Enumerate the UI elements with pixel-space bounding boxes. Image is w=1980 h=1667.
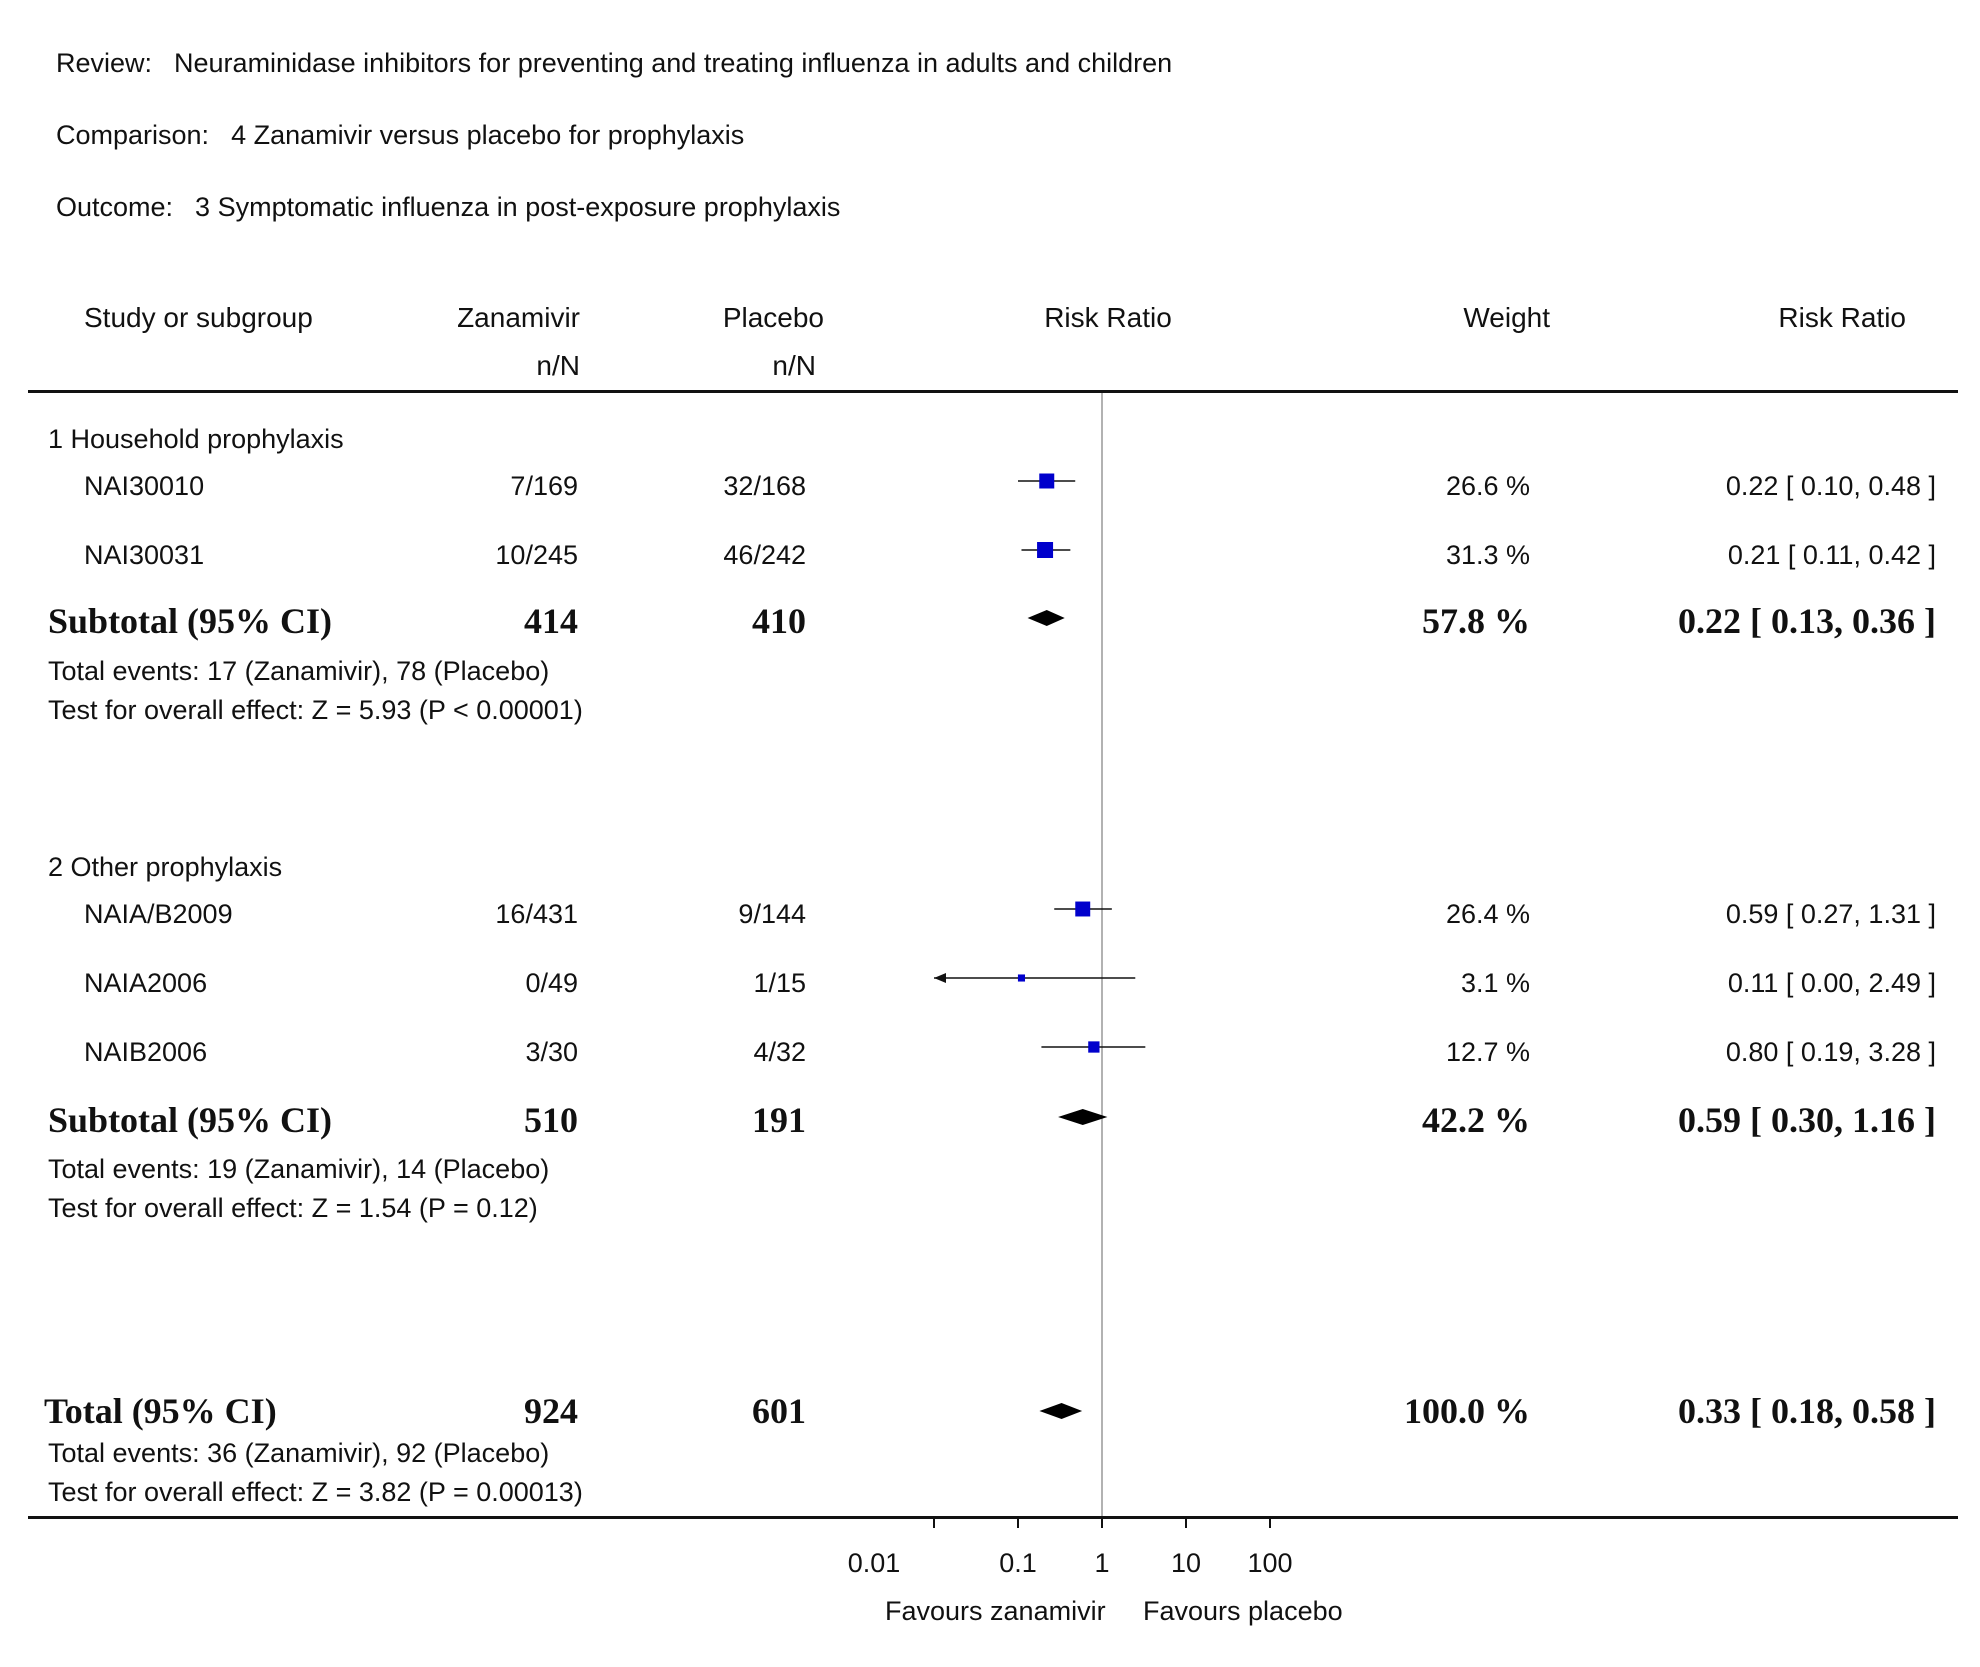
tick-label: 1 bbox=[1094, 1548, 1110, 1578]
treatment-count: 0/49 bbox=[525, 968, 578, 998]
weight-value: 3.1 % bbox=[1460, 968, 1530, 998]
col-plot-header: Risk Ratio bbox=[1044, 302, 1172, 333]
subtotal-effect: 0.59 [ 0.30, 1.16 ] bbox=[1678, 1100, 1936, 1140]
subtotal-treatment: 414 bbox=[524, 601, 578, 641]
col-control-subheader: n/N bbox=[772, 350, 816, 381]
effect-value: 0.80 [ 0.19, 3.28 ] bbox=[1725, 1037, 1936, 1067]
subtotal-label: Subtotal (95% CI) bbox=[48, 1100, 333, 1140]
control-count: 32/168 bbox=[723, 471, 806, 501]
study-name: NAIB2006 bbox=[84, 1037, 208, 1067]
review-text: Neuraminidase inhibitors for preventing … bbox=[174, 48, 1173, 78]
subtotal-control: 410 bbox=[752, 601, 806, 641]
control-count: 1/15 bbox=[753, 968, 806, 998]
total-effect: 0.33 [ 0.18, 0.58 ] bbox=[1678, 1391, 1936, 1431]
control-count: 9/144 bbox=[738, 899, 806, 929]
control-count: 46/242 bbox=[723, 540, 806, 570]
treatment-count: 7/169 bbox=[510, 471, 578, 501]
total-events-text: Total events: 17 (Zanamivir), 78 (Placeb… bbox=[48, 656, 550, 686]
summary-diamond bbox=[1027, 610, 1065, 626]
weight-value: 26.4 % bbox=[1445, 899, 1530, 929]
treatment-count: 16/431 bbox=[495, 899, 578, 929]
tick-label: 0.1 bbox=[999, 1548, 1037, 1578]
group-title: 2 Other prophylaxis bbox=[48, 852, 283, 882]
study-marker bbox=[1037, 542, 1054, 558]
group-title: 1 Household prophylaxis bbox=[48, 424, 344, 454]
comparison-label: Comparison: bbox=[56, 120, 210, 150]
study-name: NAI30031 bbox=[84, 540, 205, 570]
overall-effect-text: Test for overall effect: Z = 5.93 (P < 0… bbox=[48, 695, 583, 725]
effect-value: 0.59 [ 0.27, 1.31 ] bbox=[1725, 899, 1936, 929]
study-marker bbox=[1088, 1041, 1100, 1053]
favours-right-label: Favours placebo bbox=[1143, 1596, 1343, 1626]
effect-value: 0.11 [ 0.00, 2.49 ] bbox=[1727, 968, 1936, 998]
study-name: NAIA/B2009 bbox=[84, 899, 233, 929]
tick-label: 10 bbox=[1170, 1548, 1202, 1578]
favours-left-label: Favours zanamivir bbox=[885, 1596, 1106, 1626]
outcome-line: Outcome: 3 Symptomatic influenza in post-… bbox=[56, 192, 840, 223]
col-effect-header: Risk Ratio bbox=[1778, 302, 1906, 333]
treatment-count: 10/245 bbox=[495, 540, 578, 570]
subtotal-effect: 0.22 [ 0.13, 0.36 ] bbox=[1678, 601, 1936, 641]
review-line: Review: Neuraminidase inhibitors for prev… bbox=[56, 48, 1172, 79]
col-study-header: Study or subgroup bbox=[84, 302, 313, 333]
tick-label: 0.01 bbox=[847, 1548, 901, 1578]
col-treatment-header: Zanamivir bbox=[457, 302, 580, 333]
tick-label: 100 bbox=[1247, 1548, 1293, 1578]
col-treatment-subheader: n/N bbox=[536, 350, 580, 381]
subtotal-control: 191 bbox=[752, 1100, 806, 1140]
review-label: Review: bbox=[56, 48, 153, 78]
study-name: NAIA2006 bbox=[84, 968, 208, 998]
weight-value: 12.7 % bbox=[1445, 1037, 1530, 1067]
total-label: Total (95% CI) bbox=[44, 1391, 277, 1431]
total-treatment: 924 bbox=[524, 1391, 578, 1431]
outcome-text: 3 Symptomatic influenza in post-exposure… bbox=[195, 192, 841, 222]
subtotal-weight: 42.2 % bbox=[1422, 1100, 1530, 1140]
total-control: 601 bbox=[752, 1391, 806, 1431]
effect-value: 0.21 [ 0.11, 0.42 ] bbox=[1727, 540, 1936, 570]
subtotal-treatment: 510 bbox=[524, 1100, 578, 1140]
treatment-count: 3/30 bbox=[525, 1037, 578, 1067]
summary-diamond bbox=[1039, 1403, 1083, 1419]
col-weight-header: Weight bbox=[1463, 302, 1550, 333]
total-weight: 100.0 % bbox=[1404, 1391, 1530, 1431]
subtotal-weight: 57.8 % bbox=[1422, 601, 1530, 641]
summary-diamond bbox=[1058, 1109, 1108, 1125]
footer-rule bbox=[28, 1516, 1958, 1519]
weight-value: 31.3 % bbox=[1445, 540, 1530, 570]
outcome-label: Outcome: bbox=[56, 192, 174, 222]
total-events-text: Total events: 36 (Zanamivir), 92 (Placeb… bbox=[48, 1438, 550, 1468]
study-name: NAI30010 bbox=[84, 471, 205, 501]
weight-value: 26.6 % bbox=[1445, 471, 1530, 501]
comparison-line: Comparison: 4 Zanamivir versus placebo fo… bbox=[56, 120, 744, 151]
col-control-header: Placebo bbox=[722, 302, 824, 333]
total-events-text: Total events: 19 (Zanamivir), 14 (Placeb… bbox=[48, 1154, 550, 1184]
ci-arrow bbox=[934, 973, 946, 983]
control-count: 4/32 bbox=[753, 1037, 806, 1067]
study-marker bbox=[1017, 974, 1026, 982]
header-rule bbox=[28, 390, 1958, 393]
study-marker bbox=[1039, 473, 1055, 489]
effect-value: 0.22 [ 0.10, 0.48 ] bbox=[1725, 471, 1936, 501]
subtotal-label: Subtotal (95% CI) bbox=[48, 601, 333, 641]
comparison-text: 4 Zanamivir versus placebo for prophylax… bbox=[231, 120, 745, 150]
overall-effect-text: Test for overall effect: Z = 1.54 (P = 0… bbox=[48, 1193, 538, 1223]
study-marker bbox=[1075, 901, 1091, 917]
overall-effect-text: Test for overall effect: Z = 3.82 (P = 0… bbox=[48, 1477, 583, 1507]
